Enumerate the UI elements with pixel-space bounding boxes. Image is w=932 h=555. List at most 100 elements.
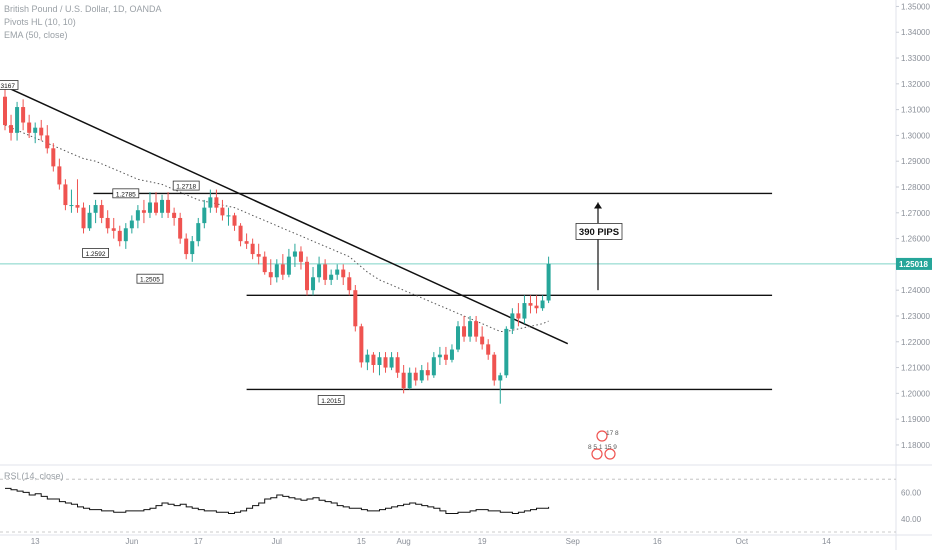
rsi-line bbox=[5, 487, 550, 514]
candle-body bbox=[220, 207, 225, 216]
price-tick-label: 1.19000 bbox=[901, 415, 930, 424]
candle-body bbox=[232, 215, 237, 226]
pivot-label-box bbox=[136, 273, 164, 284]
pivot-label: 1.3167 bbox=[0, 83, 15, 90]
event-marker-icon bbox=[591, 448, 603, 460]
candle-body bbox=[540, 300, 545, 309]
candle-body bbox=[214, 197, 219, 208]
price-tick-label: 1.29000 bbox=[901, 157, 930, 166]
pivot-label: 1.2505 bbox=[140, 277, 160, 284]
pivot-label-box bbox=[0, 80, 19, 90]
pips-annotation-box bbox=[575, 223, 623, 240]
candle-body bbox=[21, 107, 26, 123]
price-tick-label: 1.30000 bbox=[901, 131, 930, 140]
candle-body bbox=[256, 254, 261, 257]
candle-body bbox=[298, 251, 303, 262]
candle-body bbox=[154, 202, 158, 213]
candle-body bbox=[292, 251, 297, 257]
candle-body bbox=[431, 357, 436, 376]
candle-body bbox=[335, 269, 340, 275]
pivot-label-box bbox=[112, 188, 140, 199]
candle-body bbox=[359, 326, 364, 363]
candle-body bbox=[45, 135, 50, 149]
candle-body bbox=[63, 184, 68, 206]
candle-body bbox=[383, 357, 388, 368]
candle-body bbox=[166, 199, 171, 213]
candle-body bbox=[522, 303, 527, 319]
candle-body bbox=[250, 243, 255, 255]
candle-body bbox=[317, 264, 322, 278]
candle-body bbox=[226, 215, 231, 217]
candle-body bbox=[244, 241, 249, 244]
candle-body bbox=[57, 166, 62, 185]
candle-body bbox=[184, 238, 189, 255]
pivot-label: 1.2015 bbox=[321, 398, 341, 405]
candle-body bbox=[160, 199, 165, 213]
price-tick-label: 1.34000 bbox=[901, 28, 930, 37]
candle-body bbox=[3, 96, 7, 126]
candle-body bbox=[347, 277, 352, 291]
candle-body bbox=[407, 372, 412, 389]
chart-title: British Pound / U.S. Dollar, 1D, OANDA bbox=[4, 4, 162, 14]
candle-body bbox=[27, 122, 32, 133]
candle-body bbox=[87, 212, 92, 229]
candle-body bbox=[413, 372, 418, 381]
candle-body bbox=[371, 354, 376, 365]
time-tick-label: 16 bbox=[653, 537, 662, 546]
rsi-tick-label: 40.00 bbox=[901, 515, 922, 524]
candle-body bbox=[111, 228, 116, 231]
candle-body bbox=[196, 223, 201, 242]
candle-body bbox=[262, 256, 267, 273]
candle-body bbox=[468, 321, 473, 337]
candle-body bbox=[329, 274, 334, 280]
rsi-label: RSI (14, close) bbox=[4, 471, 64, 481]
candle-body bbox=[238, 225, 243, 242]
pivot-label-box bbox=[317, 395, 345, 405]
candle-body bbox=[401, 372, 406, 389]
indicator-ema-label: EMA (50, close) bbox=[4, 30, 68, 40]
candle-body bbox=[546, 263, 551, 301]
candle-body bbox=[51, 148, 56, 167]
time-tick-label: Sep bbox=[566, 537, 581, 546]
candle-body bbox=[534, 305, 539, 309]
price-tick-label: 1.35000 bbox=[901, 2, 930, 11]
pivot-label: 1.2592 bbox=[86, 251, 106, 258]
price-tick-label: 1.22000 bbox=[901, 338, 930, 347]
candle-body bbox=[504, 328, 509, 376]
candle-body bbox=[280, 264, 285, 275]
candle-body bbox=[449, 349, 454, 360]
price-tick-label: 1.31000 bbox=[901, 106, 930, 115]
candle-body bbox=[419, 370, 424, 381]
candle-body bbox=[9, 125, 14, 133]
candle-body bbox=[353, 290, 358, 327]
candle-body bbox=[462, 326, 467, 337]
current-price-tag-label: 1.25018 bbox=[899, 260, 928, 269]
candle-body bbox=[395, 357, 400, 373]
candle-body bbox=[135, 210, 140, 221]
candle-body bbox=[190, 241, 195, 255]
candle-body bbox=[305, 261, 309, 291]
candle-body bbox=[311, 277, 316, 291]
candle-body bbox=[208, 197, 213, 208]
candle-body bbox=[75, 205, 80, 208]
price-tick-label: 1.23000 bbox=[901, 312, 930, 321]
candle-body bbox=[15, 107, 20, 133]
pivot-label-box bbox=[82, 248, 109, 258]
trendline bbox=[4, 85, 569, 345]
candle-body bbox=[117, 230, 122, 242]
event-marker-icon bbox=[604, 448, 616, 460]
candle-body bbox=[81, 207, 86, 229]
price-tick-label: 1.24000 bbox=[901, 286, 930, 295]
candle-body bbox=[69, 205, 74, 207]
pivot-label: 1.2785 bbox=[116, 191, 136, 198]
candle-body bbox=[456, 326, 460, 350]
time-tick-label: 15 bbox=[357, 537, 366, 546]
candle-body bbox=[437, 354, 442, 358]
candle-body bbox=[99, 205, 104, 218]
candle-body bbox=[510, 313, 515, 329]
event-marker-label: 8 5 1 15 9 bbox=[588, 444, 617, 451]
candle-body bbox=[172, 212, 177, 218]
indicator-pivots-label: Pivots HL (10, 10) bbox=[4, 17, 76, 27]
